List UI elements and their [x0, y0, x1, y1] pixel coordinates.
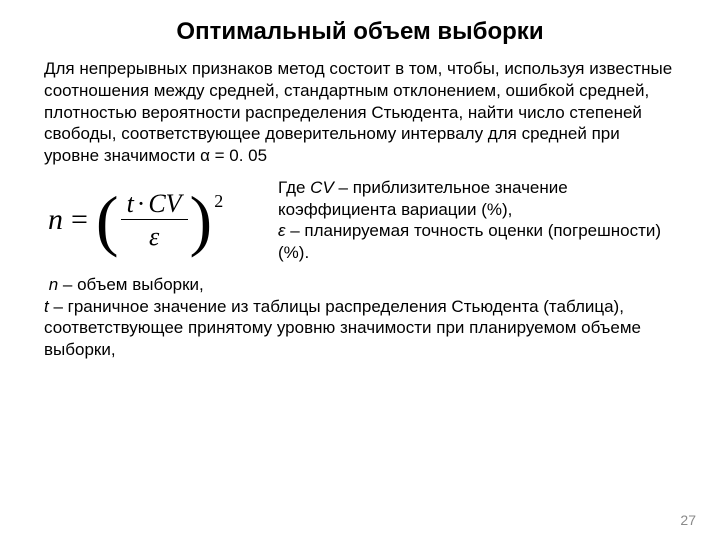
formula-fraction: t∙CV ε [121, 189, 188, 252]
formula-t: t [127, 189, 134, 218]
formula-eq: = [71, 203, 88, 237]
formula-description: Где CV – приблизительное значение коэффи… [258, 177, 676, 264]
formula-n: n [48, 203, 63, 237]
formula-box: n = ( t∙CV ε ) 2 [44, 189, 258, 252]
formula-exponent: 2 [214, 191, 223, 212]
lparen: ( [96, 193, 119, 247]
formula-row: n = ( t∙CV ε ) 2 Где CV – приблизительно… [44, 177, 676, 264]
page-title: Оптимальный объем выборки [44, 18, 676, 46]
desc-where: Где [278, 178, 310, 197]
intro-paragraph: Для непрерывных признаков метод состоит … [44, 58, 676, 167]
below-n-text: – объем выборки, [58, 275, 204, 294]
desc-cv-sym: CV [310, 178, 334, 197]
below-paragraph: n – объем выборки, t – граничное значени… [44, 274, 676, 361]
formula-numerator: t∙CV [121, 189, 188, 220]
formula-denominator: ε [143, 220, 165, 252]
formula: n = ( t∙CV ε ) 2 [48, 189, 223, 252]
desc-eps-text: – планируемая точность оценки (погрешнос… [278, 221, 661, 262]
formula-dot: ∙ [138, 189, 145, 218]
slide-page: Оптимальный объем выборки Для непрерывны… [0, 0, 720, 540]
rparen: ) [190, 193, 213, 247]
page-number: 27 [680, 512, 696, 528]
formula-paren-group: ( t∙CV ε ) 2 [96, 189, 223, 252]
below-n-sym: n [49, 275, 58, 294]
below-t-text: – граничное значение из таблицы распреде… [44, 297, 641, 360]
formula-cv: CV [148, 189, 181, 218]
